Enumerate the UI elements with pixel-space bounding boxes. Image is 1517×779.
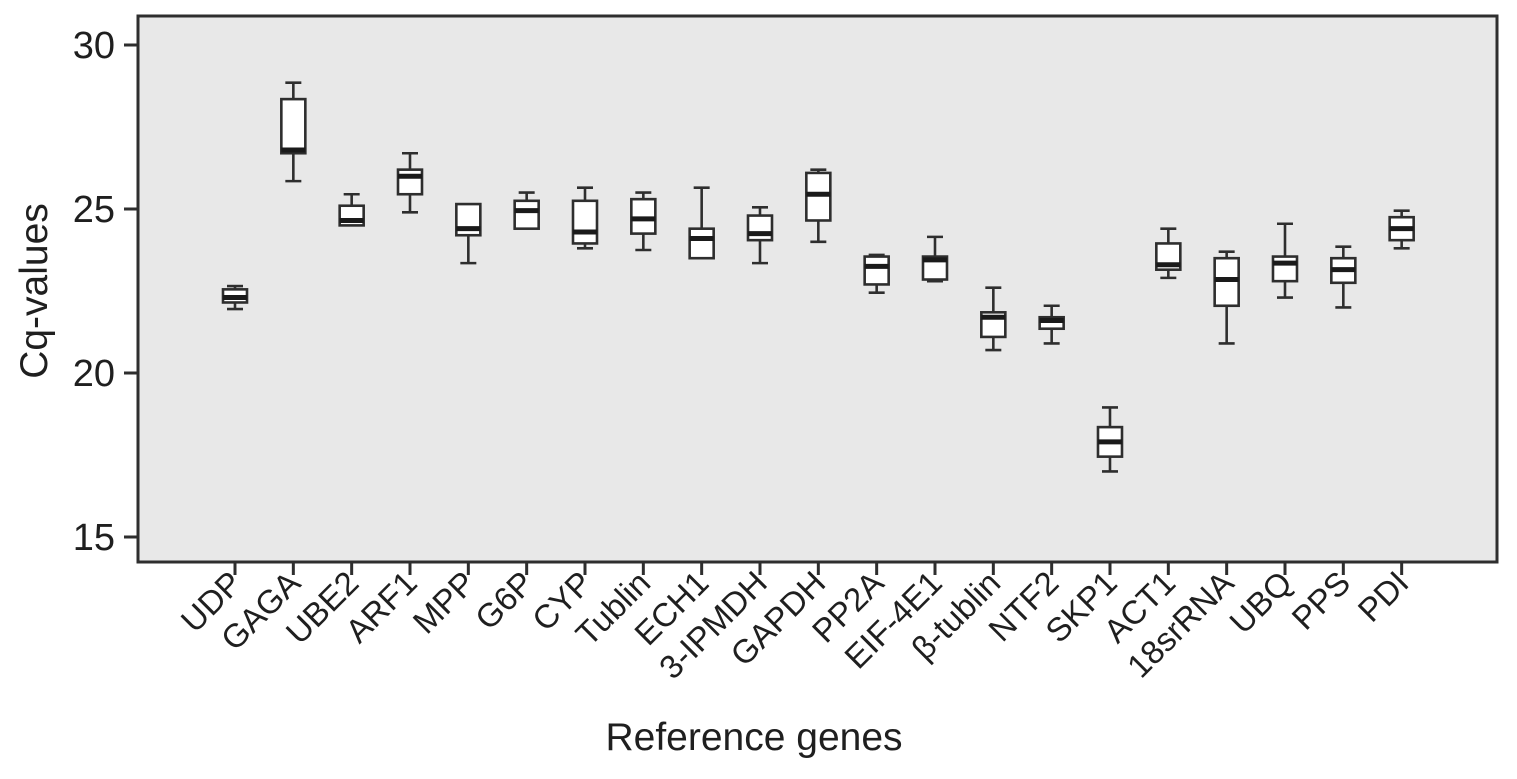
x-tick-label-UBQ: UBQ [1222, 564, 1299, 641]
y-tick-label-30: 30 [73, 25, 115, 67]
x-tick-label-PDI: PDI [1351, 564, 1416, 629]
box-CYP [571, 199, 599, 245]
box-UBQ [1271, 255, 1299, 283]
x-tick-label-G6P: G6P [468, 564, 541, 637]
y-tick-label-20: 20 [73, 353, 115, 395]
y-axis-title: Cq-values [13, 203, 56, 379]
x-tick-label-PPS: PPS [1284, 564, 1357, 637]
y-tick-label-25: 25 [73, 189, 115, 231]
box-GAGA [280, 97, 307, 155]
x-axis-title: Reference genes [605, 716, 903, 759]
box-ECH1 [688, 227, 715, 260]
box-ARF1 [396, 168, 424, 196]
x-tick-label-MPP: MPP [406, 564, 483, 641]
plot-area [136, 14, 1499, 564]
y-tick-label-15: 15 [73, 517, 115, 559]
box-PP2A [863, 255, 890, 286]
box-G6P [513, 199, 540, 230]
box-3-IPMDH [746, 214, 774, 242]
